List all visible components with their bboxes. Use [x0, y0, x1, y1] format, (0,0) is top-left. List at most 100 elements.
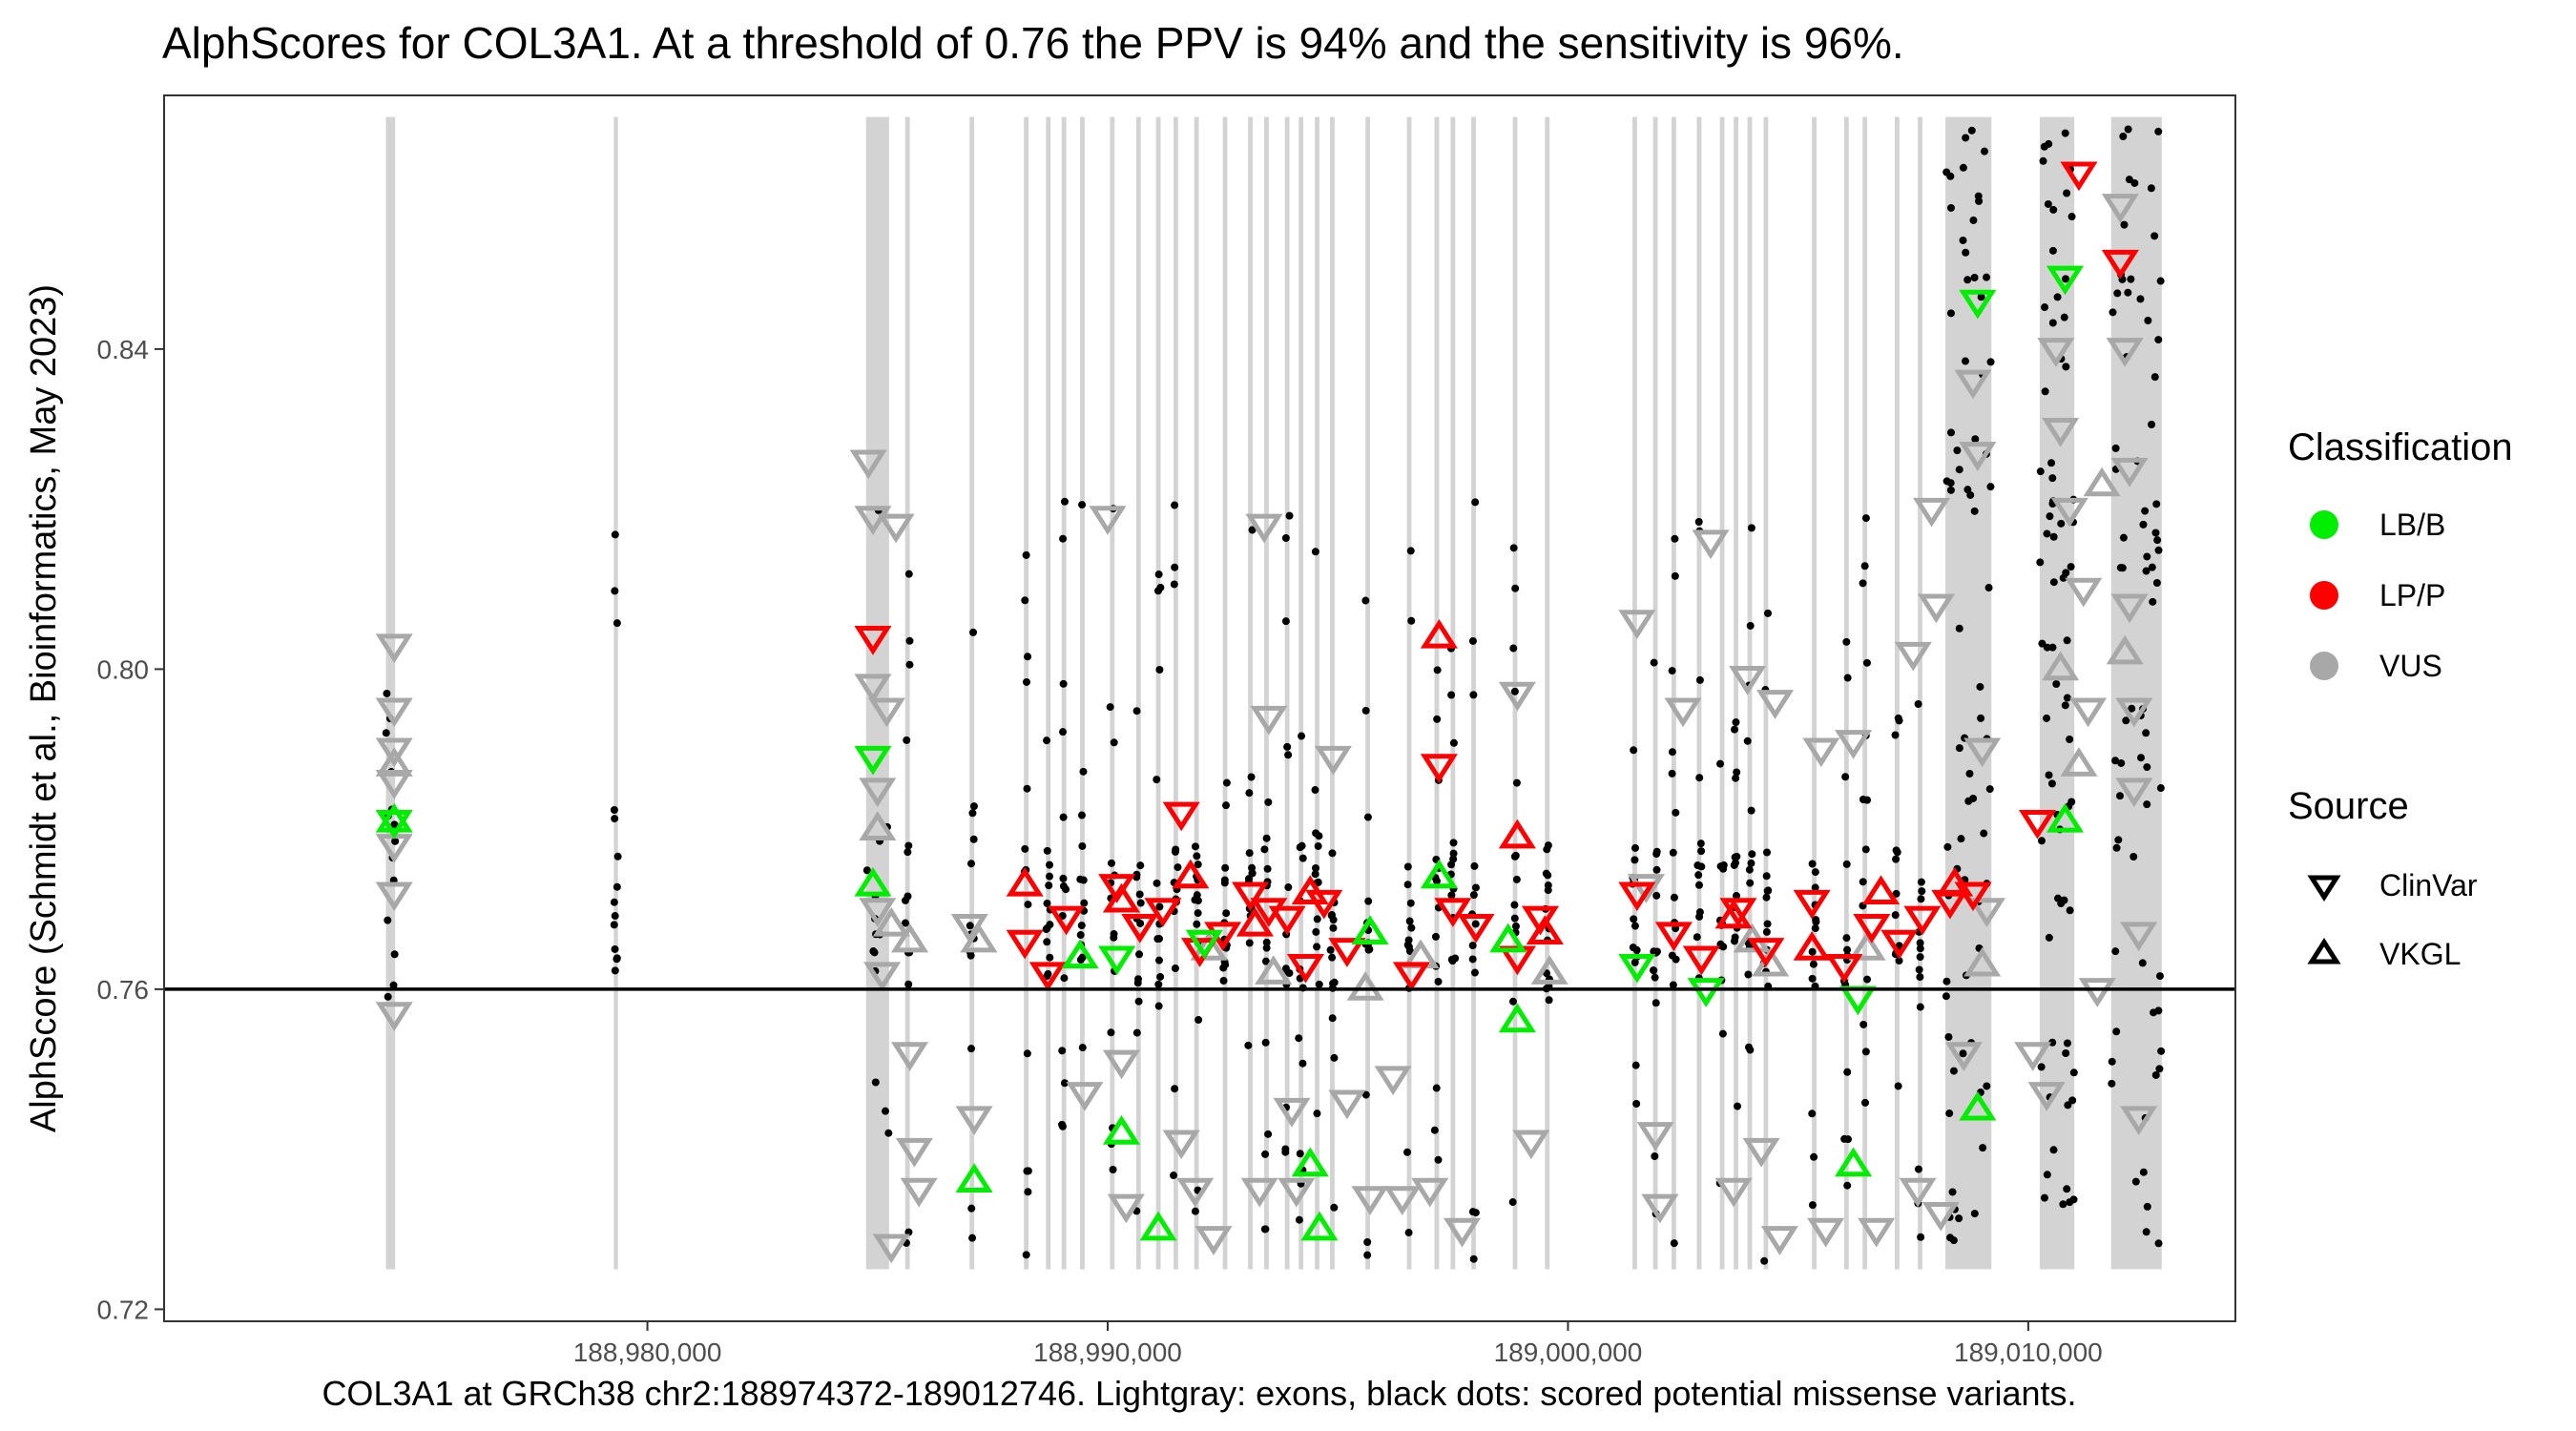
variant-marker-vus-clinvar	[1328, 1089, 1366, 1120]
missense-dot	[2155, 972, 2164, 981]
missense-dot	[1315, 832, 1323, 840]
variant-marker-lb-b-clinvar	[1098, 945, 1136, 976]
exon-5	[1024, 116, 1029, 1270]
missense-dot	[1044, 970, 1052, 979]
missense-dot	[2049, 1146, 2058, 1154]
variant-marker-vus-clinvar	[1102, 1049, 1141, 1080]
missense-dot	[1363, 813, 1372, 821]
missense-dot	[2044, 199, 2052, 208]
missense-dot	[2142, 567, 2150, 575]
missense-dot	[1315, 980, 1323, 988]
variant-marker-lb-b-clinvar	[1959, 289, 1997, 320]
variant-marker-vus-clinvar	[1176, 1177, 1215, 1208]
missense-dot	[1021, 844, 1029, 853]
missense-dot	[966, 922, 974, 930]
missense-dot	[1543, 845, 1551, 854]
variant-marker-lp-p-vkgl	[1291, 875, 1329, 905]
missense-dot	[1977, 293, 1985, 301]
missense-dot	[1430, 1126, 1439, 1134]
missense-dot	[1311, 870, 1319, 879]
missense-dot	[2142, 1228, 2150, 1236]
missense-dot	[1718, 1029, 1727, 1038]
missense-dot	[611, 530, 619, 539]
missense-dot	[1135, 950, 1144, 959]
variant-marker-vus-vkgl	[2060, 747, 2098, 777]
missense-dot	[2043, 714, 2051, 722]
missense-dot	[1470, 861, 1479, 870]
missense-dot	[1260, 845, 1269, 854]
variant-marker-vus-clinvar	[1636, 1122, 1674, 1151]
exon-38	[1862, 116, 1868, 1270]
variant-marker-vus-clinvar	[895, 1137, 933, 1168]
missense-dot	[1172, 845, 1180, 854]
missense-dot	[2067, 798, 2076, 806]
missense-dot	[1916, 973, 1924, 982]
missense-dot	[1652, 999, 1660, 1007]
missense-dot	[1808, 1201, 1817, 1210]
variant-marker-lp-p-clinvar	[1825, 953, 1863, 984]
missense-dot	[1021, 596, 1029, 605]
missense-dot	[613, 955, 621, 964]
missense-dot	[2114, 836, 2123, 844]
legend-classification-title: Classification	[2288, 426, 2513, 468]
missense-dot	[1326, 945, 1335, 954]
variant-marker-lb-b-vkgl	[1959, 1090, 1997, 1121]
missense-dot	[1812, 918, 1820, 926]
variant-marker-vus-clinvar	[375, 737, 413, 768]
missense-dot	[2069, 1195, 2078, 1204]
variant-marker-lb-b-vkgl	[1291, 1147, 1329, 1177]
missense-dot	[2062, 569, 2070, 577]
variant-marker-lp-p-clinvar	[2101, 249, 2139, 280]
missense-dot	[1981, 147, 1989, 156]
variant-marker-lp-p-clinvar	[1048, 905, 1086, 936]
legend-label-vus: VUS	[2379, 649, 2442, 683]
variant-marker-vus-clinvar	[1240, 1177, 1278, 1208]
missense-dot	[1046, 953, 1054, 962]
missense-dot	[1155, 902, 1164, 911]
missense-dot	[611, 587, 619, 595]
missense-dot	[1042, 925, 1050, 934]
missense-dot	[1449, 849, 1458, 858]
missense-dot	[2131, 1177, 2140, 1186]
missense-dot	[904, 570, 913, 578]
missense-dot	[1696, 840, 1705, 848]
missense-dot	[1842, 934, 1851, 943]
exon-31	[1696, 116, 1702, 1270]
missense-dot	[1222, 778, 1231, 787]
missense-dot	[1733, 768, 1741, 777]
missense-dot	[1915, 965, 1923, 974]
variant-marker-vus-clinvar	[955, 1106, 993, 1136]
variant-marker-vus-clinvar	[2115, 778, 2153, 808]
missense-dot	[1080, 899, 1089, 907]
missense-dot	[1983, 1082, 1991, 1090]
missense-dot	[1949, 1236, 1958, 1245]
variant-marker-vus-vkgl	[2042, 651, 2080, 681]
missense-dot	[1191, 1207, 1199, 1215]
missense-dot	[2156, 784, 2165, 793]
missense-dot	[1544, 871, 1552, 880]
missense-dot	[1194, 909, 1202, 918]
missense-dot	[2049, 578, 2058, 587]
missense-dot	[610, 898, 618, 906]
missense-dot	[1191, 842, 1199, 851]
variant-marker-vus-vkgl	[1963, 946, 2002, 977]
missense-dot	[1107, 859, 1115, 867]
variant-marker-lb-b-vkgl	[1498, 1003, 1536, 1033]
missense-dot	[2150, 232, 2159, 240]
missense-dot	[1043, 736, 1051, 745]
exon-33	[1734, 116, 1738, 1270]
missense-dot	[1433, 715, 1442, 723]
missense-dot	[1023, 784, 1031, 793]
missense-dot	[1694, 871, 1703, 880]
missense-dot	[1650, 658, 1658, 667]
missense-dot	[1059, 881, 1068, 890]
exon-21	[1365, 116, 1371, 1270]
missense-dot	[2113, 289, 2122, 298]
missense-dot	[1077, 811, 1086, 819]
missense-dot	[1695, 774, 1704, 782]
variant-marker-lp-p-vkgl	[1006, 866, 1044, 897]
missense-dot	[2150, 1008, 2158, 1017]
missense-dot	[1469, 1255, 1478, 1263]
missense-dot	[1747, 806, 1755, 815]
exon-9	[1110, 116, 1115, 1270]
